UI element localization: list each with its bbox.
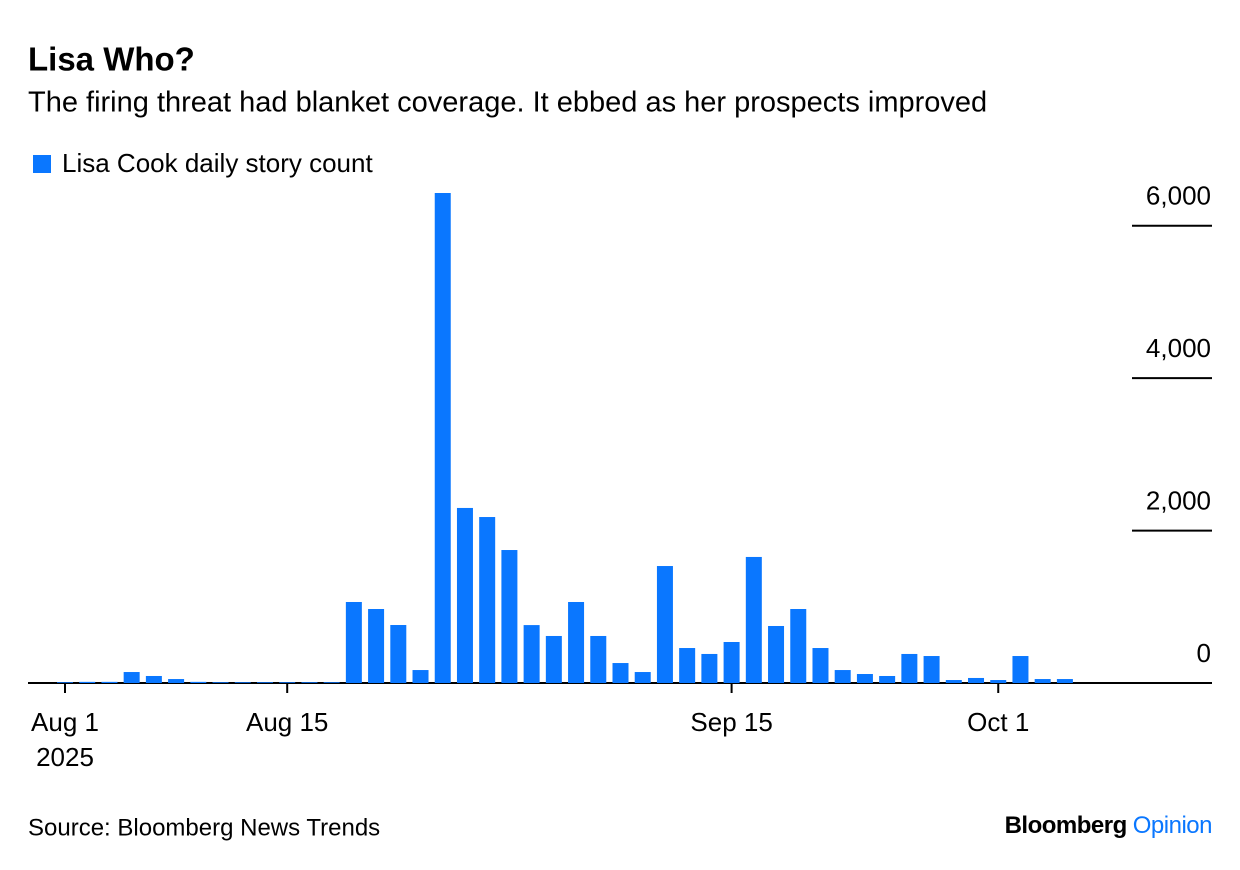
bar — [456, 507, 473, 683]
bar — [523, 625, 540, 683]
brand-name: Bloomberg — [1005, 812, 1127, 839]
bar — [856, 674, 873, 683]
bar — [923, 656, 940, 683]
bar — [234, 682, 251, 683]
bar — [656, 566, 673, 683]
bar — [945, 680, 962, 683]
chart-title: Lisa Who? — [28, 41, 195, 78]
bar — [701, 653, 718, 683]
bar — [79, 681, 96, 683]
bar — [368, 609, 385, 683]
bar — [679, 648, 696, 683]
y-tick-label: 0 — [1197, 638, 1211, 668]
chart-subtitle: The firing threat had blanket coverage. … — [28, 87, 987, 119]
bar — [145, 675, 162, 683]
bar — [1056, 679, 1073, 683]
x-tick-label: Sep 15 — [690, 707, 772, 737]
x-tick-label: Oct 1 — [967, 707, 1029, 737]
bar — [990, 680, 1007, 683]
bar — [390, 625, 407, 683]
bar — [345, 601, 362, 683]
x-year-label: 2025 — [36, 742, 94, 772]
bar — [190, 681, 207, 683]
bar — [479, 517, 496, 683]
bar — [790, 609, 807, 683]
bar — [879, 675, 896, 683]
legend-swatch — [33, 155, 51, 173]
bar — [256, 682, 273, 683]
bar — [101, 681, 118, 683]
bar — [212, 682, 229, 683]
bar — [1012, 656, 1029, 683]
x-tick-label: Aug 15 — [246, 707, 328, 737]
bar — [501, 550, 518, 683]
bar — [812, 648, 829, 683]
bar — [57, 682, 73, 683]
brand-suffix: Opinion — [1133, 812, 1212, 839]
bar — [434, 193, 451, 683]
bar — [590, 635, 607, 683]
bar — [612, 663, 629, 683]
bar — [901, 653, 918, 683]
bar — [723, 642, 740, 683]
bar — [745, 556, 762, 683]
bar — [834, 670, 851, 683]
legend-label: Lisa Cook daily story count — [62, 148, 373, 178]
bar — [968, 677, 985, 683]
bar — [168, 679, 185, 683]
bar — [323, 682, 340, 683]
y-tick-label: 2,000 — [1146, 485, 1211, 515]
source: Source: Bloomberg News Trends — [28, 814, 380, 841]
y-tick-label: 6,000 — [1146, 181, 1211, 211]
x-tick-label: Aug 1 — [31, 707, 99, 737]
bar — [545, 635, 562, 683]
bar — [1034, 679, 1051, 683]
bar — [301, 682, 318, 683]
y-tick-label: 4,000 — [1146, 333, 1211, 363]
brand: Bloomberg Opinion — [1005, 812, 1212, 839]
bar — [568, 601, 585, 683]
bar — [279, 682, 296, 683]
bar — [768, 625, 785, 683]
bar — [634, 672, 651, 683]
bar — [123, 672, 140, 683]
bar — [412, 670, 429, 683]
